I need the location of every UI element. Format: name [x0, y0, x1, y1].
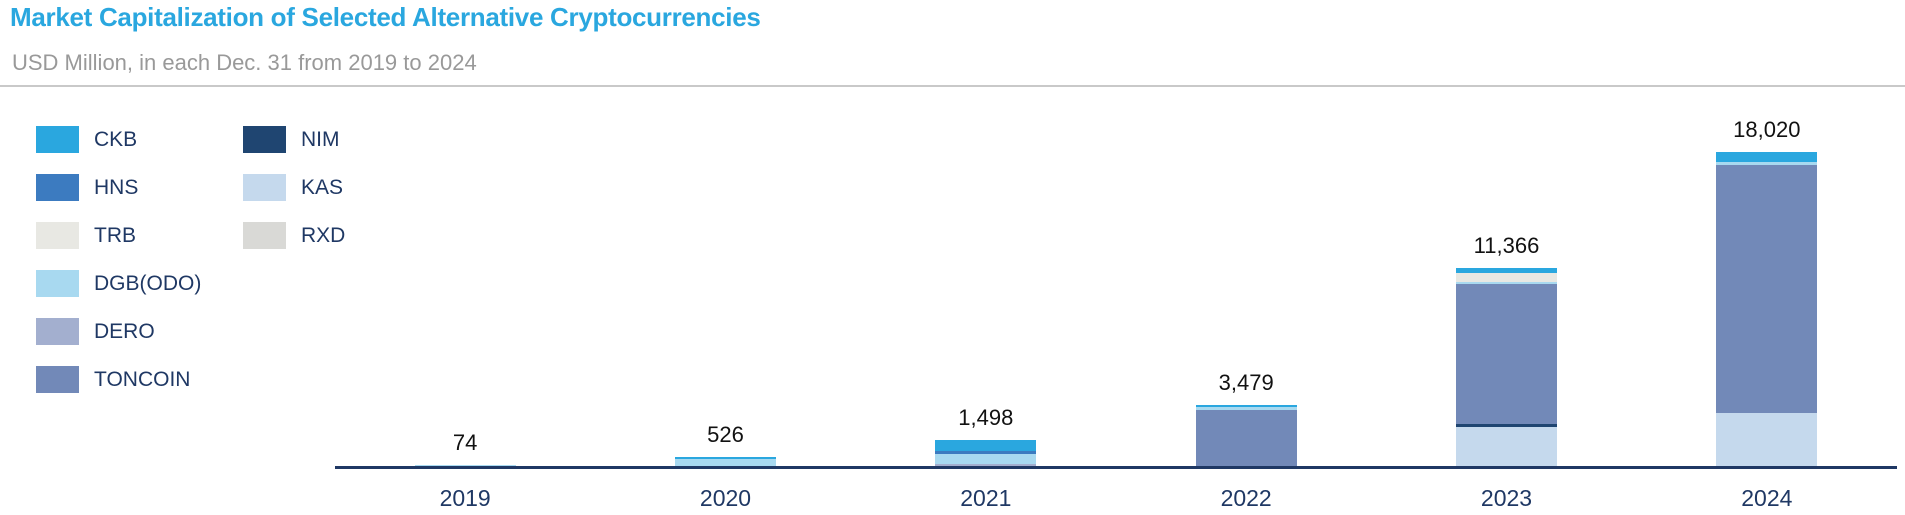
x-axis-label-2019: 2019 — [439, 485, 491, 511]
bar-total-label-2020: 526 — [707, 421, 744, 447]
legend-item-dero: DERO — [36, 318, 201, 345]
legend-label-dgb-odo: DGB(ODO) — [94, 271, 202, 295]
bar-total-label-2019: 74 — [452, 429, 478, 455]
bar-segment-dgb-odo-2022 — [1195, 407, 1297, 411]
bar-segment-dero-2021 — [935, 463, 1037, 466]
legend-label-toncoin: TONCOIN — [94, 367, 191, 391]
legend-label-kas: KAS — [301, 175, 344, 199]
legend-label-dero: DERO — [94, 319, 155, 343]
bar-segment-dgb-odo-2020 — [675, 458, 776, 466]
bar-2021 — [935, 439, 1037, 466]
legend-swatch-nim — [243, 126, 286, 153]
x-axis-label-2021: 2021 — [960, 485, 1012, 511]
bar-segment-ckb-2022 — [1195, 405, 1297, 408]
bar-segment-toncoin-2022 — [1195, 410, 1297, 466]
legend-label-hns: HNS — [94, 175, 139, 199]
x-axis-label-2023: 2023 — [1480, 485, 1533, 511]
chart-title: Market Capitalization of Selected Altern… — [10, 2, 761, 32]
bar-total-label-2022: 3,479 — [1218, 370, 1274, 396]
legend-item-trb: TRB — [36, 222, 201, 249]
bar-2019 — [414, 464, 516, 466]
bar-segment-dgb-odo-2024 — [1716, 161, 1818, 166]
legend-column-2: NIM KAS RXD — [243, 126, 345, 270]
bar-segment-nim-2023 — [1456, 424, 1557, 428]
bar-segment-ckb-2021 — [935, 439, 1037, 452]
chart-subtitle: USD Million, in each Dec. 31 from 2019 t… — [12, 50, 477, 75]
bar-segment-kas-2023 — [1456, 427, 1557, 466]
legend-swatch-rxd — [243, 222, 286, 249]
legend-item-nim: NIM — [243, 126, 345, 153]
legend-item-dgb-odo: DGB(ODO) — [36, 270, 201, 297]
legend-label-rxd: RXD — [301, 223, 346, 247]
legend-item-toncoin: TONCOIN — [36, 366, 201, 393]
bar-segment-ckb-2020 — [675, 456, 776, 459]
bar-segment-dgb-odo-2019 — [414, 464, 516, 466]
legend-column-1: CKB HNS TRB DGB(ODO) DERO TONCOIN — [36, 126, 201, 414]
bar-segment-toncoin-2023 — [1456, 283, 1557, 425]
bar-total-label-2021: 1,498 — [958, 404, 1014, 430]
legend-item-ckb: CKB — [36, 126, 201, 153]
legend-swatch-toncoin — [36, 366, 79, 393]
legend-item-hns: HNS — [36, 174, 201, 201]
x-axis-label-2022: 2022 — [1220, 485, 1272, 511]
bar-segment-hns-2021 — [935, 451, 1037, 454]
legend-swatch-kas — [243, 174, 286, 201]
header-divider — [0, 85, 1905, 87]
x-axis-label-2024: 2024 — [1741, 485, 1793, 511]
bar-segment-ckb-2024 — [1716, 152, 1818, 162]
bar-segment-kas-2024 — [1716, 412, 1818, 466]
legend-swatch-trb — [36, 222, 79, 249]
bar-segment-ckb-2023 — [1456, 268, 1557, 274]
legend-swatch-dero — [36, 318, 79, 345]
bar-segment-dgb-odo-2023 — [1456, 281, 1557, 284]
bar-total-label-2023: 11,366 — [1473, 232, 1540, 258]
legend-label-trb: TRB — [94, 223, 136, 247]
x-axis-line — [335, 466, 1897, 469]
legend-swatch-ckb — [36, 126, 79, 153]
bar-segment-toncoin-2024 — [1716, 165, 1818, 413]
legend-item-kas: KAS — [243, 174, 345, 201]
bar-2022 — [1195, 405, 1297, 466]
legend-item-rxd: RXD — [243, 222, 345, 249]
x-axis-label-2020: 2020 — [699, 485, 752, 511]
legend-swatch-dgb-odo — [36, 270, 79, 297]
plot-area: 74 2019 526 2020 1,498 2021 3,479 2022 11,366 202… — [335, 117, 1897, 511]
bar-segment-trb-2023 — [1456, 273, 1557, 282]
bar-2024 — [1716, 152, 1818, 466]
bar-total-label-2024: 18,020 — [1733, 117, 1801, 142]
bar-2020 — [675, 456, 776, 466]
bar-segment-dgb-odo-2021 — [935, 453, 1037, 464]
legend-label-nim: NIM — [301, 127, 340, 151]
bar-2023 — [1456, 268, 1557, 466]
legend-swatch-hns — [36, 174, 79, 201]
legend-label-ckb: CKB — [94, 127, 138, 151]
